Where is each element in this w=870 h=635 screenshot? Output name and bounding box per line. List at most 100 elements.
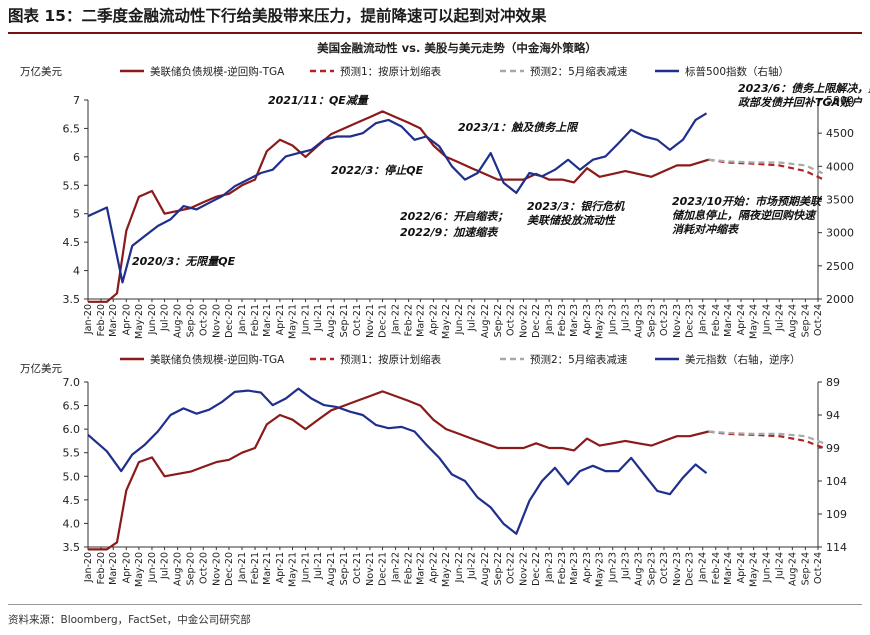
y-tick-label: 3.5: [63, 293, 81, 306]
x-tick-label: Apr-21: [275, 304, 286, 335]
x-tick-label: Oct-22: [505, 552, 516, 584]
x-tick-label: Jul-21: [313, 304, 324, 332]
x-tick-label: Oct-24: [813, 304, 824, 336]
source-note: 资料来源：Bloomberg，FactSet，中金公司研究部: [8, 614, 251, 626]
chart-title: 美国金融流动性 vs. 美股与美元走势（中金海外策略）: [317, 41, 597, 55]
y-axis-label: 万亿美元: [20, 362, 62, 375]
y2-tick-label: 104: [826, 475, 847, 488]
x-tick-label: Nov-23: [672, 552, 683, 586]
y2-tick-label: 94: [826, 409, 840, 422]
x-tick-label: Jul-21: [313, 552, 324, 580]
x-tick-label: Sep-21: [339, 304, 350, 337]
x-tick-label: Aug-21: [326, 552, 337, 586]
y-tick-label: 7: [73, 94, 80, 107]
x-tick-label: Feb-23: [557, 304, 568, 336]
x-tick-label: Feb-24: [711, 552, 722, 584]
series-forecast1-line: [708, 430, 825, 450]
x-tick-label: May-24: [749, 552, 760, 587]
x-tick-label: Apr-20: [121, 552, 132, 583]
x-tick-label: May-20: [134, 552, 145, 587]
x-tick-label: Mar-20: [108, 304, 119, 337]
x-tick-label: Jun-24: [762, 304, 773, 335]
y-tick-label: 4.0: [63, 517, 81, 530]
x-tick-label: Mar-20: [108, 552, 119, 585]
x-tick-label: Jan-24: [698, 552, 709, 583]
annotation: 2021/11：QE减量: [268, 94, 370, 107]
x-tick-label: Apr-22: [428, 304, 439, 335]
x-tick-label: Aug-20: [173, 304, 184, 338]
x-tick-label: Apr-21: [275, 552, 286, 583]
x-tick-label: Apr-24: [736, 304, 747, 335]
figure-title: 图表 15：二季度金融流动性下行给美股带来压力，提前降速可以起到对冲效果: [8, 7, 547, 25]
x-tick-label: Sep-20: [186, 304, 197, 337]
x-tick-label: Jul-20: [160, 552, 171, 580]
y2-tick-label: 89: [826, 376, 840, 389]
x-tick-label: Feb-22: [404, 552, 415, 584]
x-tick-label: Jan-22: [391, 304, 402, 335]
x-tick-label: Sep-21: [339, 552, 350, 585]
x-tick-label: Aug-23: [633, 552, 644, 586]
x-tick-label: Jan-22: [391, 552, 402, 583]
x-tick-label: Feb-24: [711, 304, 722, 336]
y2-tick-label: 99: [826, 442, 840, 455]
legend-label: 预测1：按原计划缩表: [340, 65, 442, 78]
y-tick-label: 3.5: [63, 541, 81, 554]
y2-tick-label: 3000: [826, 227, 854, 240]
x-tick-label: Jan-20: [83, 304, 94, 335]
x-tick-label: Feb-20: [96, 552, 107, 584]
x-tick-label: Dec-21: [378, 552, 389, 586]
chart-panel-top: 美国金融流动性 vs. 美股与美元走势（中金海外策略） 万亿美元 美联储负债规模-逆…: [20, 41, 870, 339]
x-tick-label: Dec-20: [224, 304, 235, 338]
series-forecast2-line: [708, 430, 825, 445]
y-tick-label: 5.5: [63, 447, 81, 460]
x-tick-label: Dec-20: [224, 552, 235, 586]
x-tick-label: Mar-22: [415, 552, 426, 585]
x-tick-label: Jan-21: [237, 552, 248, 583]
annotation: 储加息停止，隔夜逆回购快速: [672, 209, 817, 222]
annotation: 政部发债并回补TGA账户: [738, 96, 863, 109]
x-tick-label: Jun-23: [608, 552, 619, 583]
x-tick-label: Aug-21: [326, 304, 337, 338]
chart-panel-bottom: 万亿美元 美联储负债规模-逆回购-TGA 预测1：按原计划缩表 预测2：5月缩表减速 美…: [20, 353, 847, 587]
y-tick-label: 6.5: [63, 400, 81, 413]
y2-tick-label: 5000: [826, 94, 854, 107]
x-tick-label: Dec-21: [378, 304, 389, 338]
x-tick-label: Oct-23: [659, 304, 670, 336]
x-tick-label: Oct-22: [505, 304, 516, 336]
series-forecast2-line: [708, 158, 825, 175]
x-tick-label: Sep-23: [646, 552, 657, 585]
x-tick-label: Apr-23: [582, 552, 593, 583]
x-tick-label: Jan-23: [544, 304, 555, 335]
x-tick-label: Jun-23: [608, 304, 619, 335]
x-tick-label: Jul-23: [620, 552, 631, 580]
x-tick-label: Jan-20: [83, 552, 94, 583]
x-tick-label: Apr-20: [121, 304, 132, 335]
y2-tick-label: 2500: [826, 260, 854, 273]
x-tick-label: Jul-24: [774, 552, 785, 580]
x-tick-label: Oct-24: [813, 552, 824, 584]
y-tick-label: 7.0: [63, 376, 81, 389]
x-tick-label: Dec-22: [531, 552, 542, 586]
x-tick-label: Jun-21: [301, 304, 312, 335]
x-tick-label: Oct-23: [659, 552, 670, 584]
x-tick-label: Jul-22: [467, 552, 478, 580]
x-tick-label: Sep-22: [493, 552, 504, 585]
y-tick-label: 5.0: [63, 470, 81, 483]
x-tick-label: Feb-23: [557, 552, 568, 584]
x-tick-label: Aug-24: [787, 552, 798, 586]
annotation: 2023/3：银行危机: [527, 200, 625, 213]
y-tick-label: 5.5: [63, 179, 81, 192]
source-rule: [8, 604, 862, 605]
x-tick-label: Sep-24: [800, 304, 811, 337]
x-tick-label: Nov-22: [518, 552, 529, 586]
x-tick-label: Mar-21: [262, 304, 273, 337]
y-tick-label: 5: [73, 208, 80, 221]
legend-label: 预测2：5月缩表减速: [530, 353, 628, 366]
x-tick-label: May-23: [595, 304, 606, 339]
x-tick-label: Feb-20: [96, 304, 107, 336]
series-forecast1-line: [708, 158, 825, 181]
legend-label: 预测2：5月缩表减速: [530, 65, 628, 78]
y2-tick-label: 109: [826, 508, 847, 521]
x-tick-label: Jul-23: [620, 304, 631, 332]
